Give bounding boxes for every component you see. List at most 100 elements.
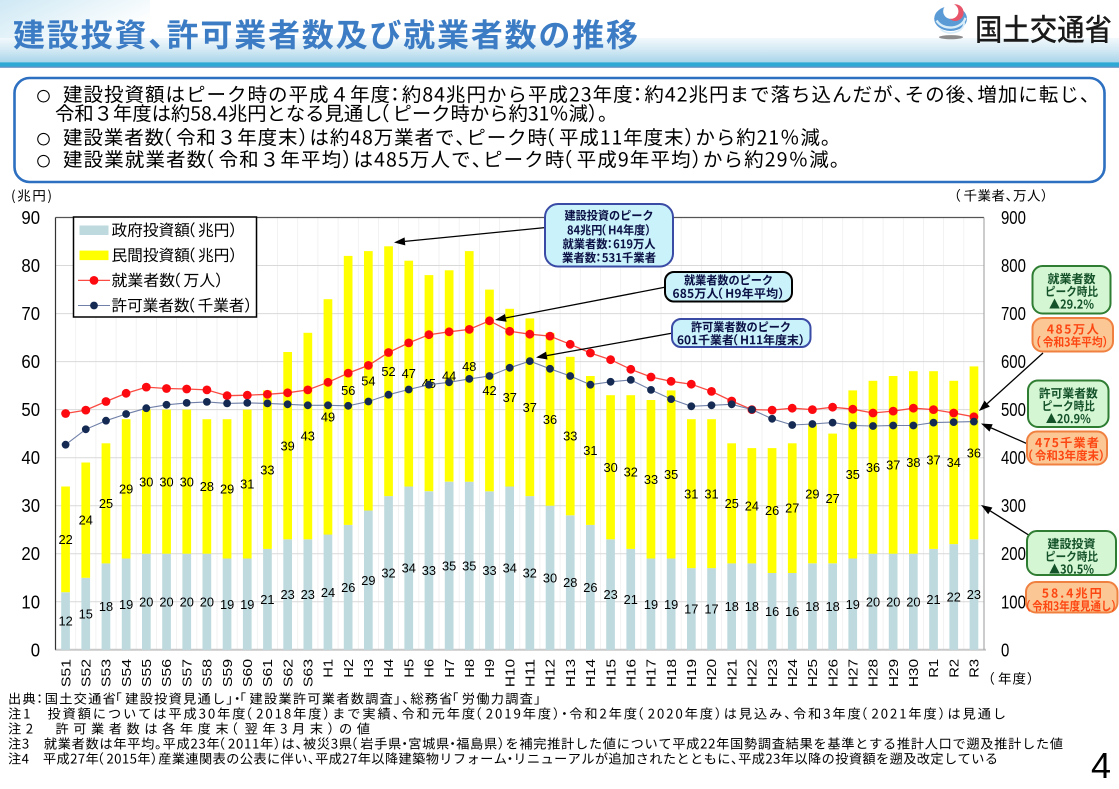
svg-text:H8: H8 (462, 659, 477, 678)
svg-text:80: 80 (21, 255, 40, 276)
svg-text:16: 16 (765, 604, 779, 619)
svg-text:4: 4 (1091, 745, 1111, 786)
svg-text:S57: S57 (179, 659, 194, 687)
svg-text:37: 37 (523, 400, 537, 415)
svg-text:35: 35 (462, 558, 476, 573)
svg-text:H27: H27 (846, 659, 861, 687)
svg-text:27: 27 (785, 501, 799, 516)
svg-text:35: 35 (664, 467, 678, 482)
svg-text:37: 37 (886, 458, 900, 473)
svg-text:20: 20 (886, 594, 900, 609)
svg-text:H21: H21 (724, 659, 739, 687)
svg-text:30: 30 (180, 474, 194, 489)
svg-text:R2: R2 (946, 659, 961, 678)
svg-text:19: 19 (240, 597, 254, 612)
svg-text:H13: H13 (563, 659, 578, 687)
svg-text:19: 19 (846, 597, 860, 612)
svg-text:33: 33 (260, 462, 274, 477)
svg-text:H14: H14 (583, 659, 598, 687)
svg-text:H2: H2 (341, 659, 356, 678)
svg-text:20: 20 (139, 594, 153, 609)
svg-text:H1: H1 (321, 659, 336, 678)
svg-text:21: 21 (624, 592, 638, 607)
svg-text:24: 24 (79, 513, 93, 528)
svg-text:20: 20 (159, 594, 173, 609)
svg-text:30: 30 (139, 474, 153, 489)
svg-text:H18: H18 (664, 659, 679, 687)
svg-text:38: 38 (906, 455, 920, 470)
svg-text:H11: H11 (523, 659, 538, 687)
svg-text:37: 37 (503, 390, 517, 405)
svg-text:H30: H30 (906, 659, 921, 687)
svg-text:37: 37 (926, 453, 940, 468)
svg-text:49: 49 (321, 409, 335, 424)
svg-text:29: 29 (119, 482, 133, 497)
svg-text:S59: S59 (220, 659, 235, 687)
svg-text:23: 23 (280, 587, 294, 602)
svg-text:44: 44 (442, 369, 456, 384)
svg-text:33: 33 (644, 472, 658, 487)
svg-text:20: 20 (200, 594, 214, 609)
svg-text:H26: H26 (825, 659, 840, 687)
svg-text:31: 31 (704, 486, 718, 501)
svg-text:24: 24 (321, 585, 335, 600)
svg-text:20: 20 (866, 594, 880, 609)
svg-text:19: 19 (644, 597, 658, 612)
svg-text:29: 29 (220, 482, 234, 497)
svg-text:23: 23 (967, 587, 981, 602)
svg-text:18: 18 (99, 599, 113, 614)
svg-text:H22: H22 (745, 659, 760, 687)
svg-text:S54: S54 (119, 659, 134, 687)
svg-text:10: 10 (21, 591, 40, 612)
svg-text:17: 17 (684, 602, 698, 617)
svg-text:H29: H29 (886, 659, 901, 687)
svg-text:S60: S60 (240, 659, 255, 687)
svg-text:100: 100 (1001, 591, 1026, 612)
svg-text:H15: H15 (603, 659, 618, 687)
svg-text:28: 28 (563, 575, 577, 590)
svg-text:34: 34 (947, 455, 961, 470)
svg-text:31: 31 (240, 477, 254, 492)
svg-text:33: 33 (482, 563, 496, 578)
svg-text:33: 33 (563, 429, 577, 444)
svg-text:H5: H5 (401, 659, 416, 678)
svg-text:19: 19 (220, 597, 234, 612)
svg-text:S51: S51 (58, 659, 73, 687)
svg-text:H20: H20 (704, 659, 719, 687)
svg-text:21: 21 (926, 592, 940, 607)
svg-text:23: 23 (603, 587, 617, 602)
svg-text:18: 18 (825, 599, 839, 614)
svg-text:33: 33 (422, 563, 436, 578)
svg-text:S58: S58 (200, 659, 215, 687)
svg-text:H17: H17 (644, 659, 659, 687)
svg-text:800: 800 (1001, 255, 1026, 276)
svg-text:900: 900 (1001, 207, 1026, 228)
svg-text:20: 20 (906, 594, 920, 609)
svg-text:36: 36 (967, 446, 981, 461)
svg-text:S63: S63 (301, 659, 316, 687)
svg-text:0: 0 (1001, 639, 1009, 660)
svg-text:21: 21 (260, 592, 274, 607)
svg-text:S52: S52 (79, 659, 94, 687)
svg-text:H24: H24 (785, 659, 800, 687)
svg-text:31: 31 (684, 486, 698, 501)
svg-text:300: 300 (1001, 495, 1026, 516)
svg-text:27: 27 (825, 491, 839, 506)
svg-text:700: 700 (1001, 303, 1026, 324)
svg-text:16: 16 (785, 604, 799, 619)
svg-text:S53: S53 (99, 659, 114, 687)
svg-text:26: 26 (583, 580, 597, 595)
svg-text:S61: S61 (260, 659, 275, 687)
svg-text:36: 36 (866, 460, 880, 475)
svg-text:30: 30 (603, 460, 617, 475)
svg-text:50: 50 (21, 399, 40, 420)
svg-text:32: 32 (523, 566, 537, 581)
svg-text:H9: H9 (482, 659, 497, 678)
svg-text:35: 35 (846, 467, 860, 482)
svg-text:25: 25 (725, 496, 739, 511)
svg-text:39: 39 (280, 438, 294, 453)
svg-text:60: 60 (21, 351, 40, 372)
svg-text:H7: H7 (442, 659, 457, 678)
svg-text:32: 32 (624, 465, 638, 480)
svg-text:H6: H6 (422, 659, 437, 678)
